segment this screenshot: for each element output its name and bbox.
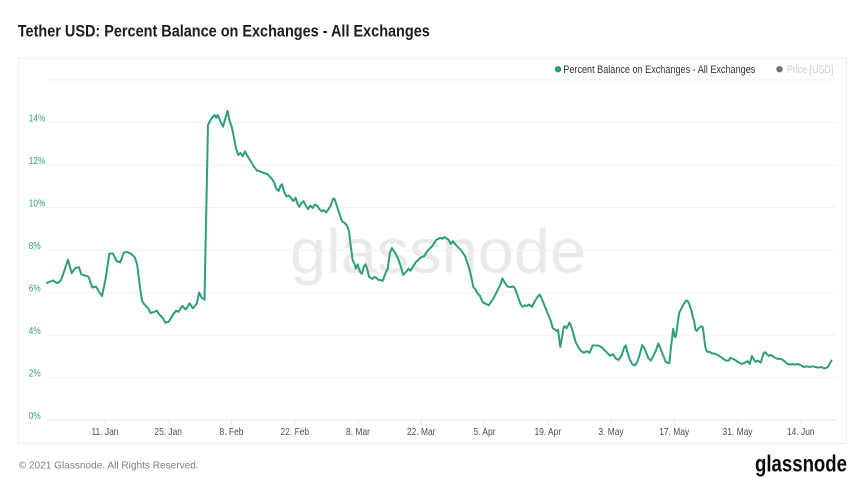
svg-text:22. Feb: 22. Feb (281, 426, 310, 438)
svg-text:31. May: 31. May (723, 426, 754, 438)
svg-text:0%: 0% (29, 410, 41, 422)
svg-text:22. Mar: 22. Mar (407, 426, 436, 438)
svg-text:Price [USD]: Price [USD] (787, 64, 833, 76)
svg-text:19. Apr: 19. Apr (534, 426, 561, 438)
svg-text:5. Apr: 5. Apr (474, 426, 496, 438)
svg-text:© 2021 Glassnode. All Rights R: © 2021 Glassnode. All Rights Reserved. (19, 460, 199, 472)
svg-text:12%: 12% (29, 155, 46, 167)
svg-text:3. May: 3. May (598, 426, 624, 438)
svg-text:glassnode: glassnode (290, 218, 586, 287)
svg-text:4%: 4% (29, 325, 41, 337)
svg-text:25. Jan: 25. Jan (154, 426, 182, 438)
svg-text:2%: 2% (29, 368, 41, 380)
svg-text:10%: 10% (29, 197, 46, 209)
svg-text:Tether USD: Percent Balance on: Tether USD: Percent Balance on Exchanges… (18, 23, 430, 41)
svg-text:14%: 14% (29, 112, 46, 124)
svg-text:17. May: 17. May (659, 426, 690, 438)
svg-text:6%: 6% (29, 283, 41, 295)
svg-text:glassnode: glassnode (755, 451, 847, 477)
svg-text:8. Feb: 8. Feb (220, 426, 244, 438)
svg-text:Percent Balance on Exchanges -: Percent Balance on Exchanges - All Excha… (563, 64, 755, 76)
svg-text:8%: 8% (29, 240, 41, 252)
svg-text:8. Mar: 8. Mar (346, 426, 370, 438)
svg-text:11. Jan: 11. Jan (92, 426, 119, 438)
svg-text:14. Jun: 14. Jun (787, 426, 815, 438)
